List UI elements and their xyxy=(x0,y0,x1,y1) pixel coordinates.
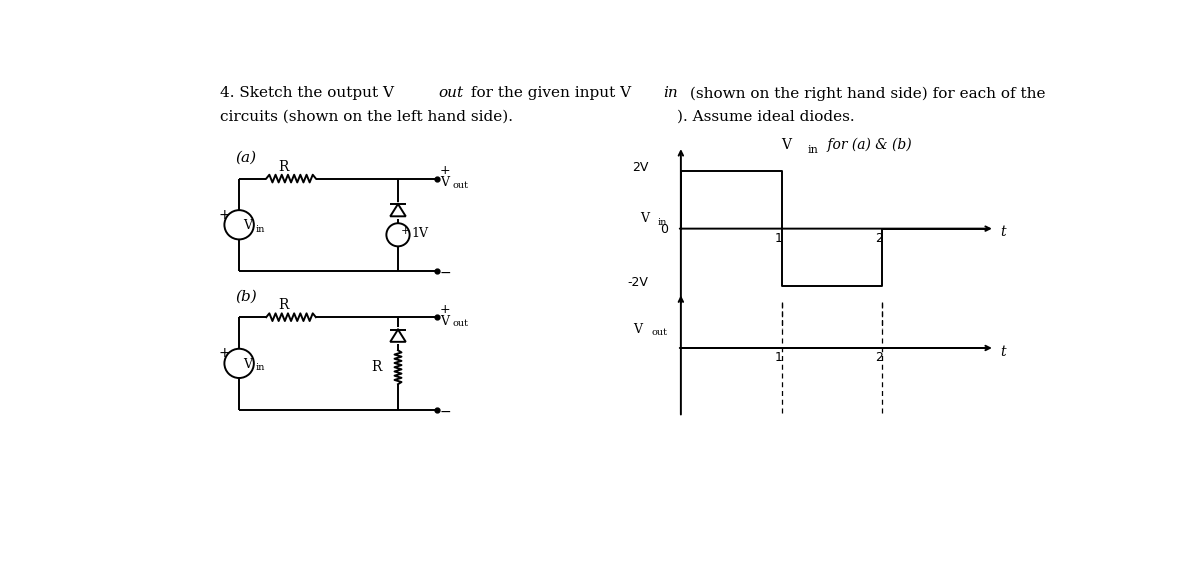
Text: for (a) & (b): for (a) & (b) xyxy=(823,138,911,152)
Text: in: in xyxy=(808,145,818,155)
Text: +: + xyxy=(440,302,450,316)
Text: -2V: -2V xyxy=(628,276,648,290)
Text: −: − xyxy=(440,266,451,280)
Text: V: V xyxy=(440,315,449,328)
Text: out: out xyxy=(438,86,463,100)
Text: 2: 2 xyxy=(875,351,883,364)
Text: R: R xyxy=(278,160,288,174)
Text: V: V xyxy=(632,323,642,336)
Text: in: in xyxy=(256,224,265,234)
Text: R: R xyxy=(278,298,288,313)
Text: in: in xyxy=(664,86,678,100)
Text: 1V: 1V xyxy=(412,227,428,240)
Text: circuits (shown on the left hand side).: circuits (shown on the left hand side). xyxy=(220,109,512,123)
Text: 2V: 2V xyxy=(632,161,648,174)
Text: 2: 2 xyxy=(875,232,883,245)
Text: V: V xyxy=(641,212,649,226)
Text: +: + xyxy=(401,226,410,236)
Text: +: + xyxy=(218,208,230,222)
Text: +: + xyxy=(440,164,450,177)
Text: ). Assume ideal diodes.: ). Assume ideal diodes. xyxy=(677,109,854,123)
Text: for the given input V: for the given input V xyxy=(466,86,631,100)
Text: out: out xyxy=(452,181,468,190)
Text: V: V xyxy=(440,177,449,189)
Text: in: in xyxy=(256,364,265,372)
Text: (a): (a) xyxy=(235,151,257,164)
Text: V: V xyxy=(242,358,252,371)
Text: 0: 0 xyxy=(660,223,668,236)
Text: 4. Sketch the output V: 4. Sketch the output V xyxy=(220,86,394,100)
Text: (b): (b) xyxy=(235,289,257,304)
Text: t: t xyxy=(1000,344,1006,359)
Text: in: in xyxy=(658,218,667,227)
Text: t: t xyxy=(1000,226,1006,239)
Text: out: out xyxy=(452,320,468,328)
Text: out: out xyxy=(652,328,667,337)
Text: 1: 1 xyxy=(774,232,782,245)
Text: −: − xyxy=(440,404,451,419)
Text: 1: 1 xyxy=(774,351,782,364)
Text: V: V xyxy=(781,138,792,152)
Text: V: V xyxy=(242,219,252,233)
Text: R: R xyxy=(371,360,382,374)
Text: (shown on the right hand side) for each of the: (shown on the right hand side) for each … xyxy=(685,86,1045,100)
Text: +: + xyxy=(218,346,230,360)
